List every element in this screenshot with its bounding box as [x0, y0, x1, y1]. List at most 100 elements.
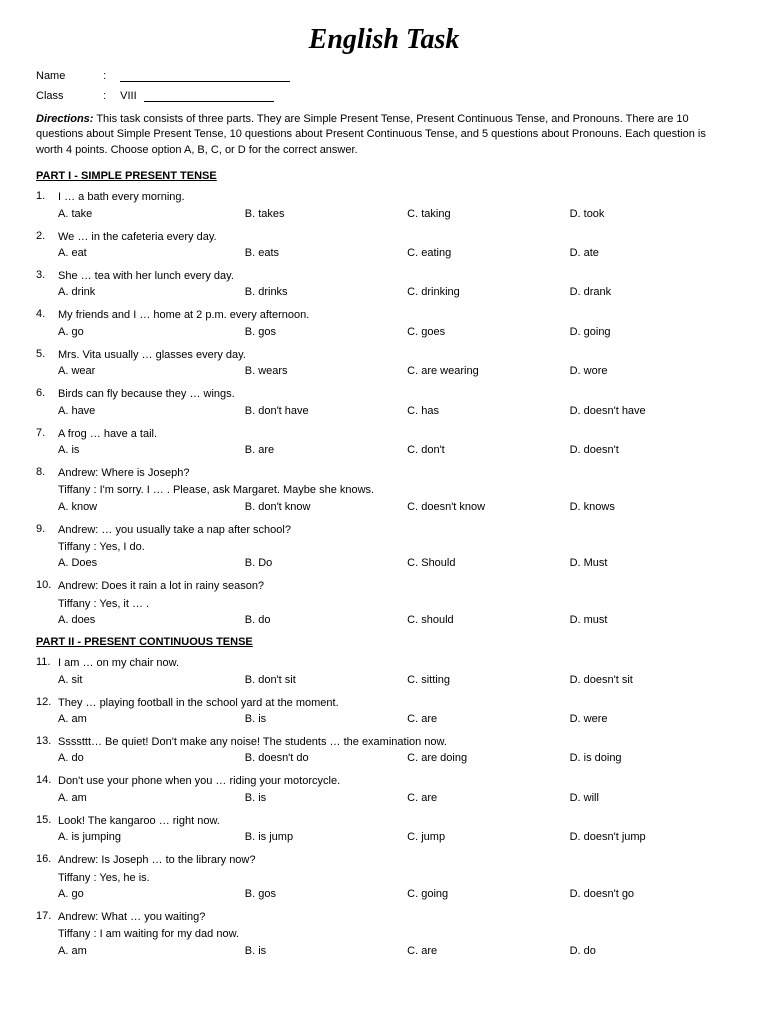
option-b[interactable]: B. is: [245, 945, 407, 957]
option-d[interactable]: D. doesn't jump: [570, 831, 732, 843]
option-c[interactable]: C. drinking: [407, 286, 569, 298]
option-d[interactable]: D. were: [570, 713, 732, 725]
question: 13. Ssssttt… Be quiet! Don't make any noi…: [36, 735, 732, 764]
option-d[interactable]: D. must: [570, 614, 732, 626]
option-a[interactable]: A. do: [58, 752, 245, 764]
option-b[interactable]: B. do: [245, 614, 407, 626]
colon: :: [103, 90, 117, 102]
question-prompt: I am … on my chair now.: [58, 656, 732, 671]
option-a[interactable]: A. go: [58, 326, 245, 338]
question: 3.She … tea with her lunch every day.A. …: [36, 269, 732, 298]
option-b[interactable]: B. don't know: [245, 501, 407, 513]
option-a[interactable]: A. is: [58, 444, 245, 456]
option-a[interactable]: A. am: [58, 792, 245, 804]
option-a[interactable]: A. am: [58, 945, 245, 957]
option-c[interactable]: C. should: [407, 614, 569, 626]
option-d[interactable]: D. is doing: [570, 752, 732, 764]
option-a[interactable]: A. have: [58, 405, 245, 417]
option-c[interactable]: C. has: [407, 405, 569, 417]
question-prompt: Birds can fly because they … wings.: [58, 387, 732, 402]
option-c[interactable]: C. goes: [407, 326, 569, 338]
question: 11.I am … on my chair now.A. sitB. don't…: [36, 656, 732, 685]
option-b[interactable]: B. is: [245, 713, 407, 725]
option-a[interactable]: A. sit: [58, 674, 245, 686]
option-b[interactable]: B. Do: [245, 557, 407, 569]
question-number: 14.: [36, 774, 51, 786]
options-row: A. amB. isC. areD. do: [58, 945, 732, 957]
options-row: A. sitB. don't sitC. sittingD. doesn't s…: [58, 674, 732, 686]
option-a[interactable]: A. does: [58, 614, 245, 626]
class-input-line[interactable]: [144, 90, 274, 102]
question-number: 15.: [36, 814, 51, 826]
option-b[interactable]: B. don't sit: [245, 674, 407, 686]
option-c[interactable]: C. are: [407, 792, 569, 804]
question-number: 6.: [36, 387, 45, 399]
option-b[interactable]: B. drinks: [245, 286, 407, 298]
question-prompt: Ssssttt… Be quiet! Don't make any noise!…: [58, 735, 732, 750]
option-c[interactable]: C. doesn't know: [407, 501, 569, 513]
option-b[interactable]: B. takes: [245, 208, 407, 220]
question-prompt: Tiffany : Yes, I do.: [58, 540, 732, 555]
option-d[interactable]: D. doesn't go: [570, 888, 732, 900]
option-c[interactable]: C. are: [407, 945, 569, 957]
option-b[interactable]: B. is jump: [245, 831, 407, 843]
question-prompt: They … playing football in the school ya…: [58, 696, 732, 711]
option-c[interactable]: C. jump: [407, 831, 569, 843]
question-number: 2.: [36, 230, 45, 242]
question-prompt: Andrew: … you usually take a nap after s…: [58, 523, 732, 538]
option-c[interactable]: C. sitting: [407, 674, 569, 686]
option-d[interactable]: D. going: [570, 326, 732, 338]
option-d[interactable]: D. Must: [570, 557, 732, 569]
option-a[interactable]: A. eat: [58, 247, 245, 259]
option-b[interactable]: B. is: [245, 792, 407, 804]
option-a[interactable]: A. wear: [58, 365, 245, 377]
options-row: A. knowB. don't knowC. doesn't knowD. kn…: [58, 501, 732, 513]
option-c[interactable]: C. eating: [407, 247, 569, 259]
options-row: A. wearB. wearsC. are wearingD. wore: [58, 365, 732, 377]
option-d[interactable]: D. doesn't: [570, 444, 732, 456]
option-a[interactable]: A. drink: [58, 286, 245, 298]
options-row: A. amB. isC. areD. will: [58, 792, 732, 804]
directions-label: Directions:: [36, 113, 93, 125]
question: 9. Andrew: … you usually take a nap after…: [36, 523, 732, 570]
question: 10.Andrew: Does it rain a lot in rainy s…: [36, 579, 732, 626]
question-prompt: Tiffany : I'm sorry. I … . Please, ask M…: [58, 483, 732, 498]
option-c[interactable]: C. are wearing: [407, 365, 569, 377]
option-a[interactable]: A. take: [58, 208, 245, 220]
question-number: 10.: [36, 579, 51, 591]
option-b[interactable]: B. doesn't do: [245, 752, 407, 764]
option-a[interactable]: A. know: [58, 501, 245, 513]
option-d[interactable]: D. will: [570, 792, 732, 804]
question-prompt: Tiffany : Yes, it … .: [58, 597, 732, 612]
name-input-line[interactable]: [120, 70, 290, 82]
option-b[interactable]: B. eats: [245, 247, 407, 259]
option-b[interactable]: B. gos: [245, 888, 407, 900]
question-number: 13.: [36, 735, 51, 747]
option-d[interactable]: D. drank: [570, 286, 732, 298]
option-b[interactable]: B. are: [245, 444, 407, 456]
option-c[interactable]: C. don't: [407, 444, 569, 456]
options-row: A. isB. areC. don'tD. doesn't: [58, 444, 732, 456]
option-c[interactable]: C. going: [407, 888, 569, 900]
option-d[interactable]: D. ate: [570, 247, 732, 259]
option-d[interactable]: D. took: [570, 208, 732, 220]
option-c[interactable]: C. are: [407, 713, 569, 725]
option-c[interactable]: C. are doing: [407, 752, 569, 764]
option-c[interactable]: C. taking: [407, 208, 569, 220]
option-a[interactable]: A. is jumping: [58, 831, 245, 843]
option-c[interactable]: C. Should: [407, 557, 569, 569]
question: 15.Look! The kangaroo … right now.A. is …: [36, 814, 732, 843]
question-number: 9.: [36, 523, 45, 535]
option-d[interactable]: D. do: [570, 945, 732, 957]
option-b[interactable]: B. wears: [245, 365, 407, 377]
option-d[interactable]: D. doesn't sit: [570, 674, 732, 686]
question-prompt: Tiffany : Yes, he is.: [58, 871, 732, 886]
option-a[interactable]: A. go: [58, 888, 245, 900]
option-b[interactable]: B. don't have: [245, 405, 407, 417]
option-d[interactable]: D. doesn't have: [570, 405, 732, 417]
option-b[interactable]: B. gos: [245, 326, 407, 338]
option-a[interactable]: A. am: [58, 713, 245, 725]
option-d[interactable]: D. wore: [570, 365, 732, 377]
option-a[interactable]: A. Does: [58, 557, 245, 569]
option-d[interactable]: D. knows: [570, 501, 732, 513]
